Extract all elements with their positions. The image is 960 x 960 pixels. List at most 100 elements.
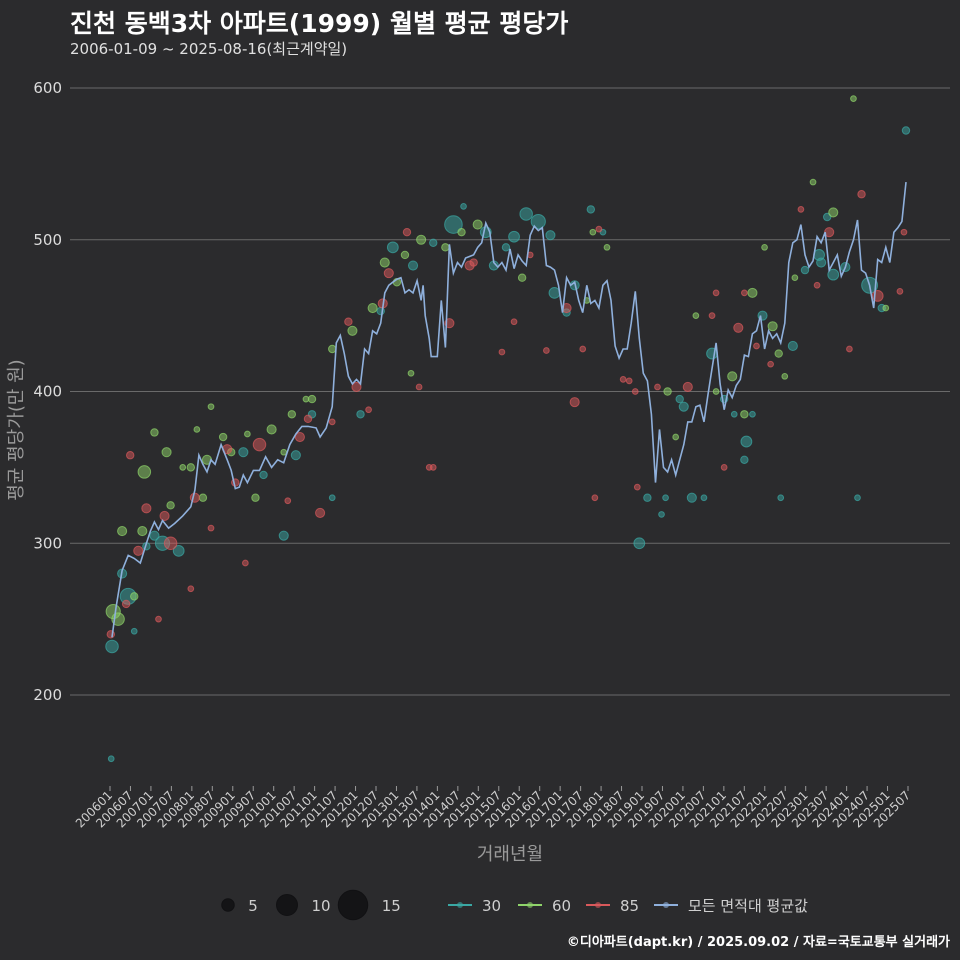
point-60 — [740, 410, 749, 419]
point-85 — [252, 437, 267, 452]
point-85 — [344, 317, 353, 326]
point-30 — [901, 126, 911, 135]
point-85 — [619, 376, 627, 383]
point-60 — [400, 250, 410, 260]
point-60 — [727, 371, 738, 382]
y-tick-label: 200 — [33, 686, 62, 704]
point-85 — [753, 342, 760, 350]
point-30 — [460, 203, 467, 210]
points-layer — [105, 95, 911, 763]
size-legend-dot — [221, 898, 235, 912]
avg-line-layer — [111, 182, 907, 638]
point-30 — [827, 268, 840, 281]
point-60 — [137, 526, 148, 537]
point-85 — [510, 318, 518, 326]
point-30 — [149, 530, 160, 541]
point-85 — [813, 281, 821, 289]
point-30 — [740, 435, 753, 448]
point-60 — [193, 426, 201, 433]
point-85 — [469, 258, 478, 267]
point-30 — [172, 544, 185, 557]
point-60 — [828, 207, 839, 218]
point-30 — [545, 230, 556, 241]
color-legend-dot — [663, 902, 669, 908]
point-30 — [356, 410, 365, 419]
point-85 — [284, 497, 292, 505]
color-legend-dot — [527, 902, 533, 908]
point-30 — [278, 530, 289, 541]
point-60 — [517, 273, 527, 282]
point-30 — [328, 494, 336, 502]
point-60 — [882, 304, 890, 312]
point-60 — [347, 325, 358, 336]
point-85 — [625, 377, 633, 385]
point-30 — [586, 205, 596, 214]
y-tick-label: 400 — [33, 383, 62, 401]
point-85 — [591, 494, 599, 502]
point-85 — [315, 507, 326, 518]
point-30 — [107, 755, 115, 763]
point-85 — [365, 406, 372, 414]
point-30 — [643, 493, 652, 502]
point-30 — [407, 260, 419, 271]
point-30 — [130, 627, 138, 635]
point-85 — [543, 347, 550, 354]
point-60 — [161, 447, 172, 458]
point-60 — [186, 463, 196, 472]
point-85 — [351, 381, 362, 392]
point-60 — [747, 287, 758, 298]
point-60 — [251, 493, 260, 502]
point-85 — [155, 615, 162, 623]
point-30 — [633, 537, 646, 550]
point-30 — [519, 207, 533, 221]
point-85 — [733, 322, 744, 333]
point-85 — [207, 524, 215, 532]
point-60 — [280, 448, 288, 456]
point-60 — [603, 243, 611, 251]
size-legend-label: 10 — [312, 897, 331, 915]
color-legend-label: 60 — [552, 897, 571, 915]
point-60 — [407, 369, 415, 377]
point-60 — [781, 372, 789, 380]
point-30 — [508, 230, 520, 243]
point-85 — [402, 227, 412, 237]
size-legend-dot — [276, 894, 298, 916]
point-85 — [720, 464, 728, 471]
color-legend-label: 85 — [620, 897, 639, 915]
point-60 — [266, 424, 277, 435]
point-85 — [569, 397, 580, 408]
point-85 — [631, 388, 639, 395]
chart-subtitle: 2006-01-09 ~ 2025-08-16(최근계약일) — [70, 40, 348, 58]
point-60 — [367, 302, 378, 314]
point-30 — [238, 447, 249, 458]
point-85 — [133, 545, 144, 556]
point-60 — [207, 403, 215, 411]
point-60 — [179, 464, 187, 471]
point-30 — [854, 494, 861, 502]
point-60 — [287, 410, 297, 419]
point-85 — [187, 585, 195, 593]
point-60 — [441, 243, 450, 252]
point-30 — [444, 215, 463, 234]
point-60 — [137, 465, 152, 479]
point-30 — [290, 450, 301, 461]
point-30 — [800, 265, 810, 275]
chart-title: 진천 동백3차 아파트(1999) 월별 평균 평당가 — [70, 9, 569, 38]
point-85 — [900, 228, 908, 236]
color-legend-dot — [457, 902, 463, 908]
point-30 — [105, 639, 119, 654]
legend: 5 10 15 30 60 85 모든 면적대 평균값 — [221, 889, 808, 921]
point-85 — [595, 225, 603, 233]
color-legend-dot — [595, 902, 601, 908]
point-60 — [663, 387, 672, 396]
point-85 — [303, 414, 313, 424]
point-60 — [692, 312, 700, 319]
point-30 — [662, 494, 669, 502]
size-legend-dot — [337, 889, 369, 921]
point-85 — [797, 206, 805, 213]
point-60 — [307, 394, 317, 404]
point-60 — [457, 227, 466, 237]
point-60 — [761, 243, 768, 251]
point-85 — [857, 190, 866, 199]
